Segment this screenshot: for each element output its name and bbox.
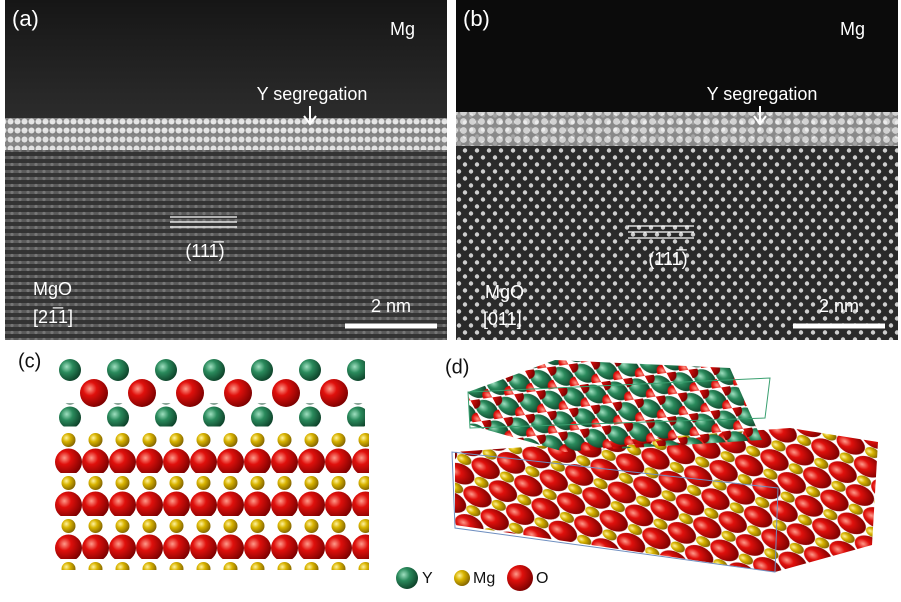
mgo-slab bbox=[55, 430, 369, 570]
legend-swatch bbox=[507, 565, 533, 591]
annotation: Y segregation bbox=[257, 84, 368, 104]
cell-outline bbox=[467, 377, 771, 429]
panel-label: (b) bbox=[463, 6, 490, 31]
plane-lines bbox=[170, 216, 237, 228]
legend-label: Mg bbox=[473, 570, 495, 587]
panel-label: (a) bbox=[12, 6, 39, 31]
zone-axis: [21̅1] bbox=[33, 307, 73, 327]
legend-swatch bbox=[396, 567, 418, 589]
legend-label: O bbox=[536, 570, 548, 587]
mg-region bbox=[456, 0, 898, 112]
legend-swatch bbox=[454, 570, 470, 586]
y-layer bbox=[468, 360, 762, 452]
material-label: MgO bbox=[485, 282, 524, 302]
arrow bbox=[303, 106, 317, 126]
plane-lines bbox=[628, 225, 694, 239]
zone-axis: [011] bbox=[483, 309, 522, 329]
panel-label: (c) bbox=[18, 350, 41, 372]
panel-b: (b) Mg Y segregation (111̅) MgO [011] 2 … bbox=[456, 0, 898, 340]
panel-c: (c) bbox=[18, 350, 369, 570]
phase-label: Mg bbox=[840, 19, 865, 39]
material-label: MgO bbox=[33, 279, 72, 299]
plane-label: (111̅) bbox=[185, 241, 224, 261]
panel-a: (a) Mg Y segregation (111̅) MgO [21̅1] 2… bbox=[5, 0, 447, 340]
legend-label: Y bbox=[422, 570, 433, 587]
legend: Y Mg O bbox=[396, 565, 548, 591]
panel-label: (d) bbox=[445, 356, 469, 378]
scale-label: 2 nm bbox=[819, 296, 859, 316]
phase-label: Mg bbox=[390, 19, 415, 39]
mg-region bbox=[5, 0, 447, 118]
arrow bbox=[753, 106, 767, 126]
mgo-slab bbox=[455, 428, 878, 572]
segregation-band bbox=[456, 112, 898, 146]
segregation-band bbox=[5, 118, 447, 150]
scale-label: 2 nm bbox=[371, 296, 411, 316]
annotation: Y segregation bbox=[707, 84, 818, 104]
y-layer bbox=[58, 359, 365, 382]
plane-label: (111̅) bbox=[648, 249, 687, 269]
o-layer bbox=[78, 379, 368, 408]
y-layer bbox=[58, 403, 365, 427]
panel-d: (d) bbox=[445, 356, 878, 573]
cell-outline bbox=[451, 451, 779, 573]
